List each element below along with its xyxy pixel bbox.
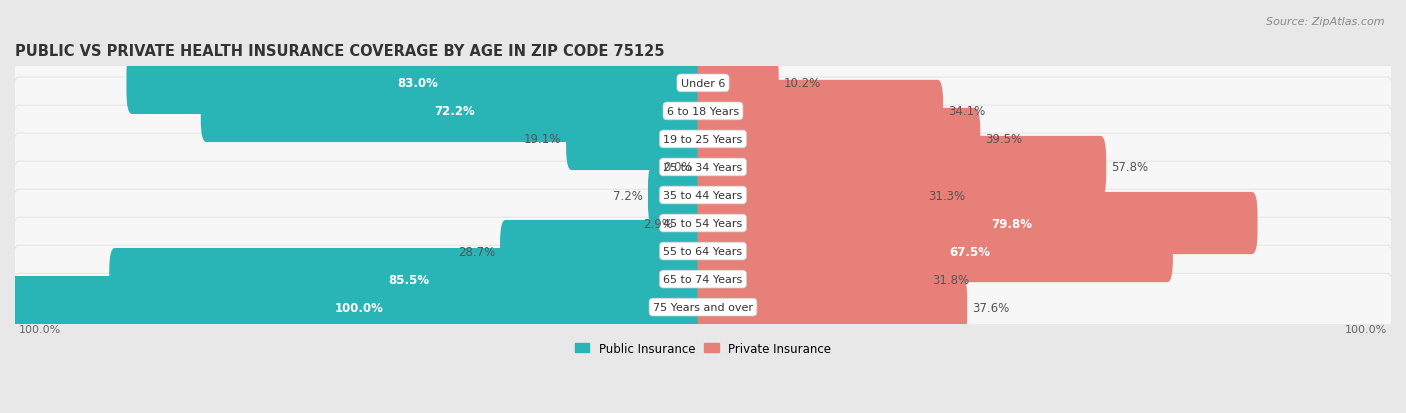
Text: 100.0%: 100.0% bbox=[1346, 324, 1388, 334]
FancyBboxPatch shape bbox=[697, 248, 928, 311]
FancyBboxPatch shape bbox=[697, 192, 1257, 254]
Text: 0.0%: 0.0% bbox=[664, 161, 693, 174]
Text: 25 to 34 Years: 25 to 34 Years bbox=[664, 163, 742, 173]
Text: 55 to 64 Years: 55 to 64 Years bbox=[664, 247, 742, 256]
FancyBboxPatch shape bbox=[697, 137, 1107, 199]
Text: 31.3%: 31.3% bbox=[929, 189, 966, 202]
FancyBboxPatch shape bbox=[13, 273, 1393, 341]
FancyBboxPatch shape bbox=[127, 53, 709, 115]
Text: 2.9%: 2.9% bbox=[643, 217, 672, 230]
Text: 37.6%: 37.6% bbox=[972, 301, 1010, 314]
FancyBboxPatch shape bbox=[13, 190, 1393, 257]
Text: PUBLIC VS PRIVATE HEALTH INSURANCE COVERAGE BY AGE IN ZIP CODE 75125: PUBLIC VS PRIVATE HEALTH INSURANCE COVER… bbox=[15, 44, 665, 59]
FancyBboxPatch shape bbox=[13, 106, 1393, 173]
Text: 19 to 25 Years: 19 to 25 Years bbox=[664, 135, 742, 145]
FancyBboxPatch shape bbox=[501, 221, 709, 282]
FancyBboxPatch shape bbox=[201, 81, 709, 143]
Text: 45 to 54 Years: 45 to 54 Years bbox=[664, 218, 742, 228]
FancyBboxPatch shape bbox=[13, 246, 1393, 313]
FancyBboxPatch shape bbox=[110, 248, 709, 311]
Text: 72.2%: 72.2% bbox=[434, 105, 475, 118]
FancyBboxPatch shape bbox=[697, 276, 967, 338]
Text: 39.5%: 39.5% bbox=[986, 133, 1022, 146]
Text: 79.8%: 79.8% bbox=[991, 217, 1032, 230]
Text: 57.8%: 57.8% bbox=[1111, 161, 1149, 174]
Text: 83.0%: 83.0% bbox=[396, 77, 437, 90]
Text: 85.5%: 85.5% bbox=[388, 273, 429, 286]
Text: 34.1%: 34.1% bbox=[948, 105, 986, 118]
FancyBboxPatch shape bbox=[13, 78, 1393, 145]
Text: 28.7%: 28.7% bbox=[458, 245, 495, 258]
Text: 35 to 44 Years: 35 to 44 Years bbox=[664, 190, 742, 201]
FancyBboxPatch shape bbox=[13, 134, 1393, 202]
FancyBboxPatch shape bbox=[13, 50, 1393, 118]
FancyBboxPatch shape bbox=[10, 276, 709, 338]
FancyBboxPatch shape bbox=[697, 164, 924, 227]
Text: 10.2%: 10.2% bbox=[783, 77, 821, 90]
Text: Under 6: Under 6 bbox=[681, 79, 725, 89]
FancyBboxPatch shape bbox=[13, 162, 1393, 229]
FancyBboxPatch shape bbox=[678, 192, 709, 254]
Text: 65 to 74 Years: 65 to 74 Years bbox=[664, 274, 742, 285]
FancyBboxPatch shape bbox=[697, 53, 779, 115]
Legend: Public Insurance, Private Insurance: Public Insurance, Private Insurance bbox=[571, 337, 835, 359]
FancyBboxPatch shape bbox=[697, 221, 1173, 282]
FancyBboxPatch shape bbox=[697, 81, 943, 143]
Text: 6 to 18 Years: 6 to 18 Years bbox=[666, 107, 740, 116]
FancyBboxPatch shape bbox=[567, 109, 709, 171]
Text: 100.0%: 100.0% bbox=[335, 301, 384, 314]
Text: Source: ZipAtlas.com: Source: ZipAtlas.com bbox=[1267, 17, 1385, 26]
FancyBboxPatch shape bbox=[13, 218, 1393, 285]
Text: 67.5%: 67.5% bbox=[949, 245, 990, 258]
FancyBboxPatch shape bbox=[697, 109, 980, 171]
Text: 31.8%: 31.8% bbox=[932, 273, 969, 286]
Text: 7.2%: 7.2% bbox=[613, 189, 643, 202]
Text: 100.0%: 100.0% bbox=[18, 324, 60, 334]
FancyBboxPatch shape bbox=[648, 164, 709, 227]
Text: 19.1%: 19.1% bbox=[524, 133, 561, 146]
Text: 75 Years and over: 75 Years and over bbox=[652, 302, 754, 312]
